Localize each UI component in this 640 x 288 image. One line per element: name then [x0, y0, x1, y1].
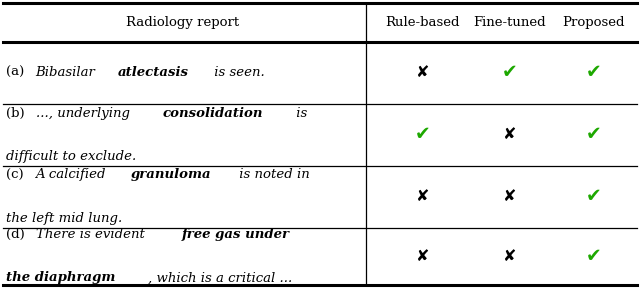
- Text: is: is: [292, 107, 308, 120]
- Text: ✔: ✔: [586, 63, 602, 82]
- Text: ✔: ✔: [586, 247, 602, 266]
- Text: There is evident: There is evident: [36, 228, 149, 241]
- Text: Fine-tuned: Fine-tuned: [473, 16, 546, 29]
- Text: Radiology report: Radiology report: [127, 16, 239, 29]
- Text: difficult to exclude.: difficult to exclude.: [6, 150, 137, 163]
- Text: ✔: ✔: [502, 63, 517, 82]
- Text: ✘: ✘: [503, 249, 516, 264]
- Text: ✔: ✔: [586, 125, 602, 144]
- Text: Bibasilar: Bibasilar: [35, 66, 100, 79]
- Text: Rule-based: Rule-based: [385, 16, 460, 29]
- Text: ✘: ✘: [503, 127, 516, 142]
- Text: A calcified: A calcified: [35, 168, 109, 181]
- Text: ..., underlying: ..., underlying: [36, 107, 134, 120]
- Text: ✘: ✘: [416, 65, 429, 80]
- Text: atlectasis: atlectasis: [118, 66, 189, 79]
- Text: free gas under: free gas under: [182, 228, 290, 241]
- Text: the diaphragm: the diaphragm: [6, 271, 116, 285]
- Text: , which is a critical ...: , which is a critical ...: [148, 271, 292, 285]
- Text: is noted in: is noted in: [235, 168, 310, 181]
- Text: is seen.: is seen.: [210, 66, 264, 79]
- Text: granuloma: granuloma: [131, 168, 212, 181]
- Text: (a): (a): [6, 66, 29, 79]
- Text: ✔: ✔: [586, 187, 602, 206]
- Text: ✘: ✘: [503, 189, 516, 204]
- Text: (d): (d): [6, 228, 29, 241]
- Text: ✘: ✘: [416, 189, 429, 204]
- Text: ✔: ✔: [415, 125, 430, 144]
- Text: ✘: ✘: [416, 249, 429, 264]
- Text: the left mid lung.: the left mid lung.: [6, 212, 123, 225]
- Text: (c): (c): [6, 168, 28, 181]
- Text: Proposed: Proposed: [563, 16, 625, 29]
- Text: (b): (b): [6, 107, 29, 120]
- Text: consolidation: consolidation: [163, 107, 263, 120]
